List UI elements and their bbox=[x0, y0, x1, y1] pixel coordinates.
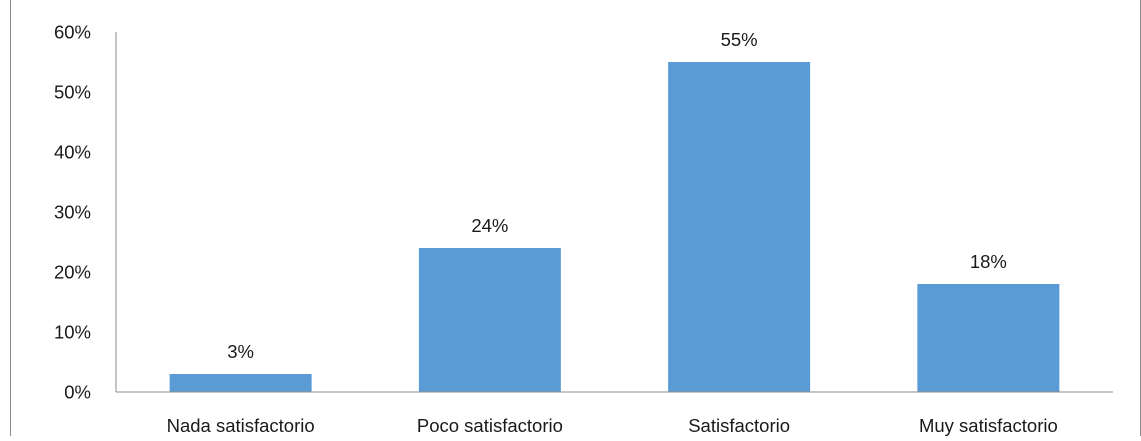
data-label: 18% bbox=[970, 251, 1007, 272]
bar bbox=[917, 284, 1060, 392]
y-tick-label: 40% bbox=[54, 142, 91, 163]
y-tick-label: 0% bbox=[64, 382, 91, 403]
data-labels: 3% 24% 55% 18% bbox=[227, 29, 1007, 362]
bar bbox=[169, 374, 312, 392]
bar bbox=[668, 62, 811, 392]
bars bbox=[169, 62, 1060, 392]
y-tick-label: 30% bbox=[54, 202, 91, 223]
axes bbox=[115, 32, 1113, 393]
y-tick-label: 50% bbox=[54, 82, 91, 103]
y-tick-label: 60% bbox=[54, 22, 91, 43]
y-tick-label: 20% bbox=[54, 262, 91, 283]
bar bbox=[418, 248, 561, 392]
data-label: 24% bbox=[471, 215, 508, 236]
data-label: 55% bbox=[721, 29, 758, 50]
x-tick-label: Muy satisfactorio bbox=[919, 415, 1058, 436]
x-axis-tick-labels: Nada satisfactorio Poco satisfactorio Sati… bbox=[167, 415, 1058, 436]
x-tick-label: Satisfactorio bbox=[688, 415, 790, 436]
y-axis-tick-labels: 0% 10% 20% 30% 40% 50% 60% bbox=[54, 22, 91, 403]
data-label: 3% bbox=[227, 341, 254, 362]
x-tick-label: Poco satisfactorio bbox=[417, 415, 563, 436]
y-tick-label: 10% bbox=[54, 322, 91, 343]
x-tick-label: Nada satisfactorio bbox=[167, 415, 315, 436]
